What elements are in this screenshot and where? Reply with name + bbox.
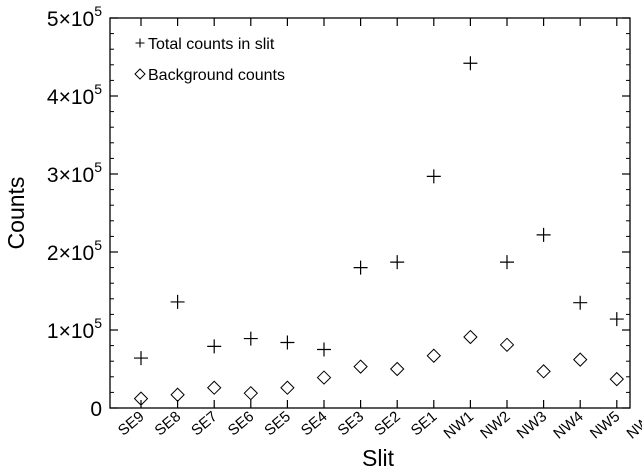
total-counts-marker [609,312,624,327]
legend-label: Background counts [148,67,285,84]
total-counts-marker [500,255,514,270]
total-counts-marker [426,169,441,184]
background-counts-marker [316,370,332,385]
total-counts-marker [317,342,331,357]
background-counts-marker [499,337,515,353]
x-tick-label: NW6 [624,408,642,442]
background-counts-marker [280,380,295,395]
x-tick-label: SE5 [261,408,294,439]
legend: Total counts in slit Background counts [134,36,285,84]
background-counts-marker [243,385,259,401]
background-counts-marker [609,371,625,387]
y-axis: 0 1×105 2×105 3×105 4×105 5×105 [47,3,630,421]
total-counts-marker [536,227,551,242]
x-tick-label: SE2 [371,408,404,439]
x-tick-label: SE9 [115,408,148,439]
background-counts-marker [389,361,405,377]
y-tick-label: 1×105 [47,315,102,343]
y-tick-label: 3×105 [47,159,102,187]
background-counts-marker [536,364,551,379]
total-counts-marker [463,56,478,71]
x-tick-label: SE6 [225,408,258,439]
total-counts-marker [280,335,295,350]
x-axis-title: Slit [362,445,395,471]
total-counts-marker [390,255,405,270]
total-counts-marker [170,294,185,309]
x-tick-label: NW4 [550,408,586,442]
y-tick-label: 5×105 [47,3,102,31]
background-counts-marker [426,348,442,363]
legend-diamond-icon [134,68,146,80]
x-tick-label: SE1 [408,408,441,439]
y-axis-title: Counts [3,177,29,250]
background-counts-marker [170,387,185,402]
background-counts-marker [133,391,149,406]
x-tick-label: SE3 [335,408,368,439]
x-tick-label: NW5 [587,408,623,442]
x-tick-label: SE4 [298,408,331,439]
x-tick-label: NW3 [514,408,550,442]
legend-label: Total counts in slit [148,36,275,53]
data-markers [133,56,625,406]
legend-plus-icon [135,38,145,48]
total-counts-marker [353,260,368,275]
x-tick-label: NW2 [477,408,513,442]
plot-frame [109,17,631,409]
x-tick-label: SE8 [152,408,185,439]
total-counts-marker [243,331,258,346]
x-tick-label: SE7 [188,408,221,439]
background-counts-marker [572,352,588,367]
x-tick-label: NW1 [441,408,477,442]
y-tick-label: 2×105 [47,237,102,265]
total-counts-marker [134,351,148,366]
background-counts-marker [463,329,478,345]
y-tick-label: 0 [90,398,102,421]
background-counts-marker [206,380,222,395]
background-counts-marker [353,359,368,374]
total-counts-marker [207,339,222,354]
total-counts-marker [573,295,588,310]
y-tick-label: 4×105 [47,81,102,109]
